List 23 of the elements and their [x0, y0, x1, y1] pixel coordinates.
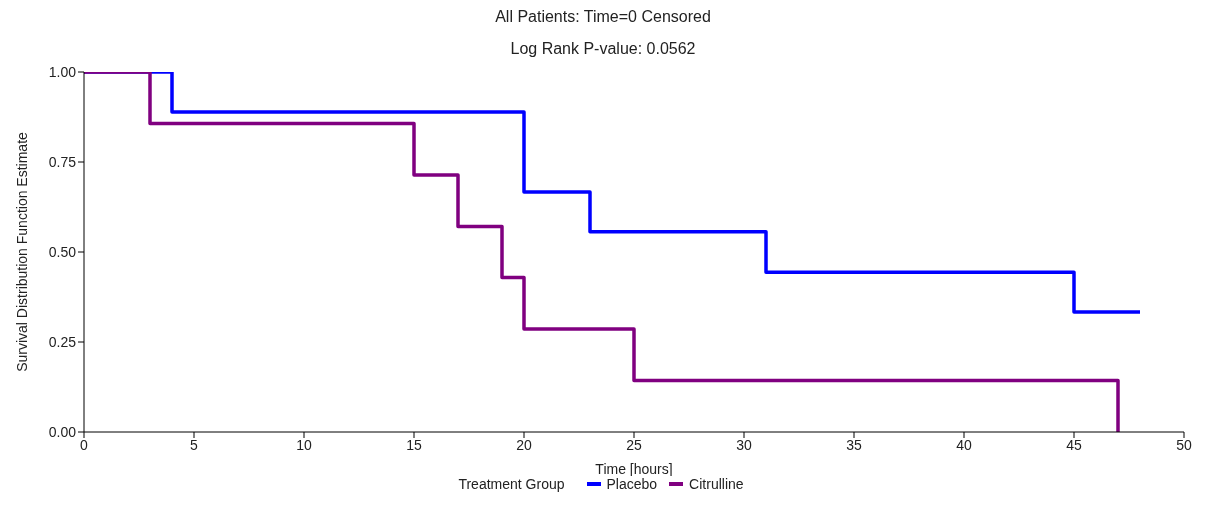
x-tick-label: 20: [516, 436, 532, 453]
y-tick-label: 1.00: [48, 63, 77, 80]
x-tick-label: 40: [956, 436, 972, 453]
x-tick-label: 50: [1176, 436, 1192, 453]
y-tick-label: 0.00: [48, 423, 77, 440]
x-tick-label: 5: [190, 436, 199, 453]
y-tick-label: 0.75: [48, 153, 77, 170]
x-tick-label: 0: [80, 436, 89, 453]
x-axis-title: Time [hours]: [595, 461, 673, 477]
x-tick-label: 35: [846, 436, 862, 453]
x-tick-label: 45: [1066, 436, 1082, 453]
x-tick-label: 25: [626, 436, 642, 453]
x-tick-label: 10: [296, 436, 312, 453]
legend-label: Citrulline: [689, 476, 744, 492]
chart-subtitle: Log Rank P-value: 0.0562: [509, 40, 697, 58]
legend-label: Placebo: [606, 476, 658, 492]
y-tick-label: 0.50: [48, 243, 77, 260]
chart-title: All Patients: Time=0 Censored: [494, 8, 712, 26]
y-tick-label: 0.25: [48, 333, 77, 350]
x-tick-label: 30: [736, 436, 752, 453]
y-axis-title: Survival Distribution Function Estimate: [13, 131, 30, 372]
x-tick-label: 15: [406, 436, 422, 453]
legend-title: Treatment Group: [458, 476, 565, 492]
